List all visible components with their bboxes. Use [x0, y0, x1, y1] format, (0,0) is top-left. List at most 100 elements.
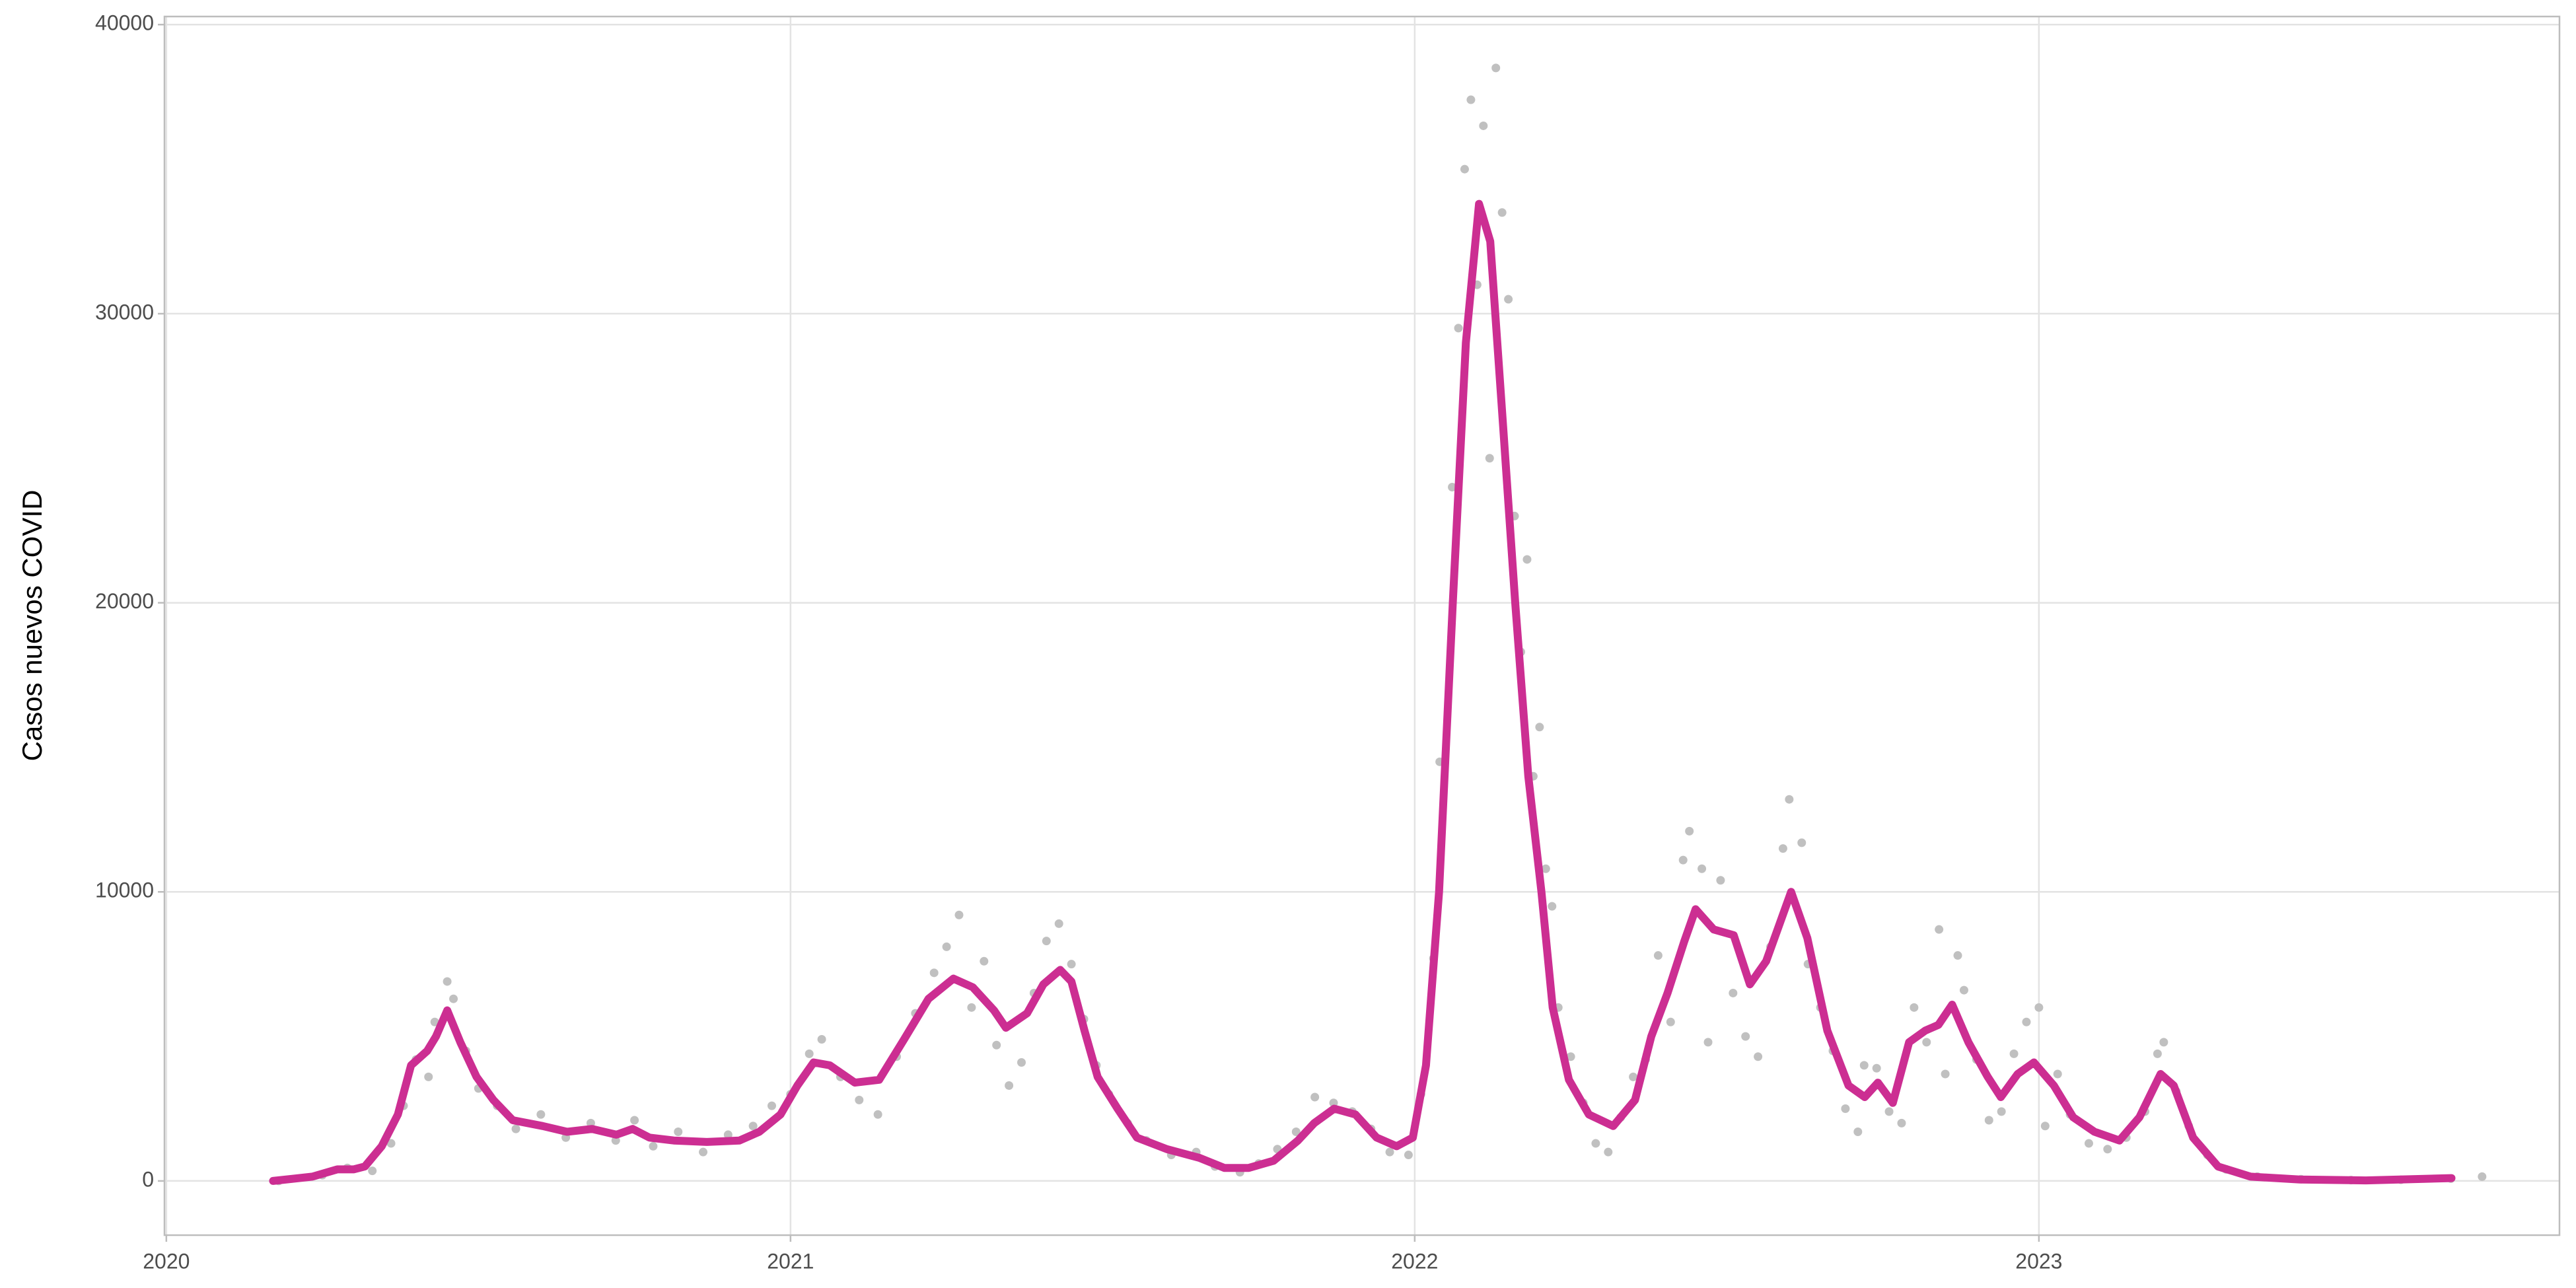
point	[1841, 1104, 1850, 1114]
point	[1566, 1052, 1575, 1061]
point	[1629, 1072, 1638, 1081]
point	[723, 1130, 733, 1139]
point	[2040, 1122, 2050, 1131]
point	[1522, 555, 1532, 564]
point	[748, 1122, 758, 1131]
point	[1859, 1061, 1869, 1070]
point	[1953, 951, 1962, 960]
y-tick-label: 0	[142, 1167, 154, 1191]
labels: 0 10000 20000 30000 40000 2020 2021 2022 2023	[95, 11, 2062, 1273]
point	[1466, 95, 1476, 104]
point	[2034, 1003, 2044, 1012]
point	[1548, 902, 1557, 911]
point	[1935, 925, 1944, 934]
point	[2153, 1049, 2162, 1058]
x-tick-label: 2023	[2015, 1249, 2062, 1273]
panel-border	[163, 15, 2561, 1236]
x-tick-label: 2022	[1391, 1249, 1438, 1273]
point	[1984, 1116, 1993, 1125]
point	[1017, 1057, 1026, 1067]
point	[1491, 63, 1501, 73]
point	[805, 1049, 814, 1058]
marks	[269, 63, 2487, 1186]
point	[767, 1101, 776, 1110]
point	[967, 1003, 976, 1012]
point	[2159, 1038, 2168, 1047]
point	[1535, 723, 1544, 732]
point	[1404, 1151, 1413, 1160]
point	[443, 977, 452, 986]
point	[630, 1116, 639, 1125]
point	[1853, 1127, 1863, 1137]
point	[929, 968, 939, 978]
point	[855, 1095, 864, 1104]
point	[1754, 1052, 1763, 1061]
point	[2103, 1145, 2112, 1154]
point	[699, 1147, 708, 1157]
point	[1310, 1092, 1320, 1102]
point	[1448, 483, 1457, 492]
point	[1291, 1127, 1301, 1137]
point	[1497, 208, 1507, 217]
x-tick-label: 2021	[767, 1249, 814, 1273]
point	[1778, 844, 1787, 853]
point	[992, 1040, 1001, 1050]
point	[817, 1034, 826, 1044]
point	[1678, 855, 1688, 865]
grid	[164, 17, 2559, 1235]
y-axis-title: Casos nuevos COVID	[17, 490, 48, 762]
y-tick-label: 30000	[95, 300, 154, 324]
point	[1460, 164, 1469, 174]
y-tick-label: 20000	[95, 589, 154, 613]
point	[511, 1124, 520, 1133]
point	[2478, 1172, 2487, 1181]
point	[1729, 988, 1738, 997]
point	[1685, 826, 1694, 836]
point	[1653, 951, 1663, 960]
point	[2022, 1017, 2031, 1026]
point	[873, 1110, 882, 1119]
point	[2009, 1049, 2019, 1058]
point	[1698, 864, 1707, 873]
point	[954, 910, 964, 919]
x-tick-label: 2020	[143, 1249, 190, 1273]
point	[1797, 838, 1807, 847]
point	[1054, 919, 1063, 928]
point	[674, 1127, 683, 1137]
point	[1716, 876, 1725, 885]
point	[1703, 1038, 1713, 1047]
point	[1997, 1107, 2006, 1116]
y-tick-label: 10000	[95, 878, 154, 902]
trend-line	[269, 199, 2456, 1185]
point	[1941, 1069, 1950, 1079]
point	[1485, 454, 1494, 463]
point	[424, 1072, 433, 1081]
point	[386, 1139, 396, 1148]
point	[536, 1110, 546, 1119]
point	[1067, 960, 1076, 969]
point	[430, 1017, 439, 1026]
point	[1005, 1081, 1014, 1091]
point	[1884, 1107, 1894, 1116]
point	[2084, 1139, 2093, 1148]
point	[1604, 1147, 1613, 1157]
point	[368, 1166, 377, 1176]
point	[649, 1141, 658, 1151]
point	[1741, 1032, 1750, 1041]
point	[1785, 795, 1794, 804]
point	[1922, 1038, 1931, 1047]
point	[1385, 1147, 1394, 1157]
y-tick-label: 40000	[95, 11, 154, 35]
point	[942, 942, 951, 951]
point	[1042, 937, 1051, 946]
point	[1959, 985, 1968, 995]
point	[1454, 324, 1463, 333]
point	[449, 994, 458, 1003]
point	[1541, 864, 1550, 873]
point	[1872, 1063, 1881, 1073]
point	[1910, 1003, 1919, 1012]
point	[1666, 1017, 1675, 1026]
